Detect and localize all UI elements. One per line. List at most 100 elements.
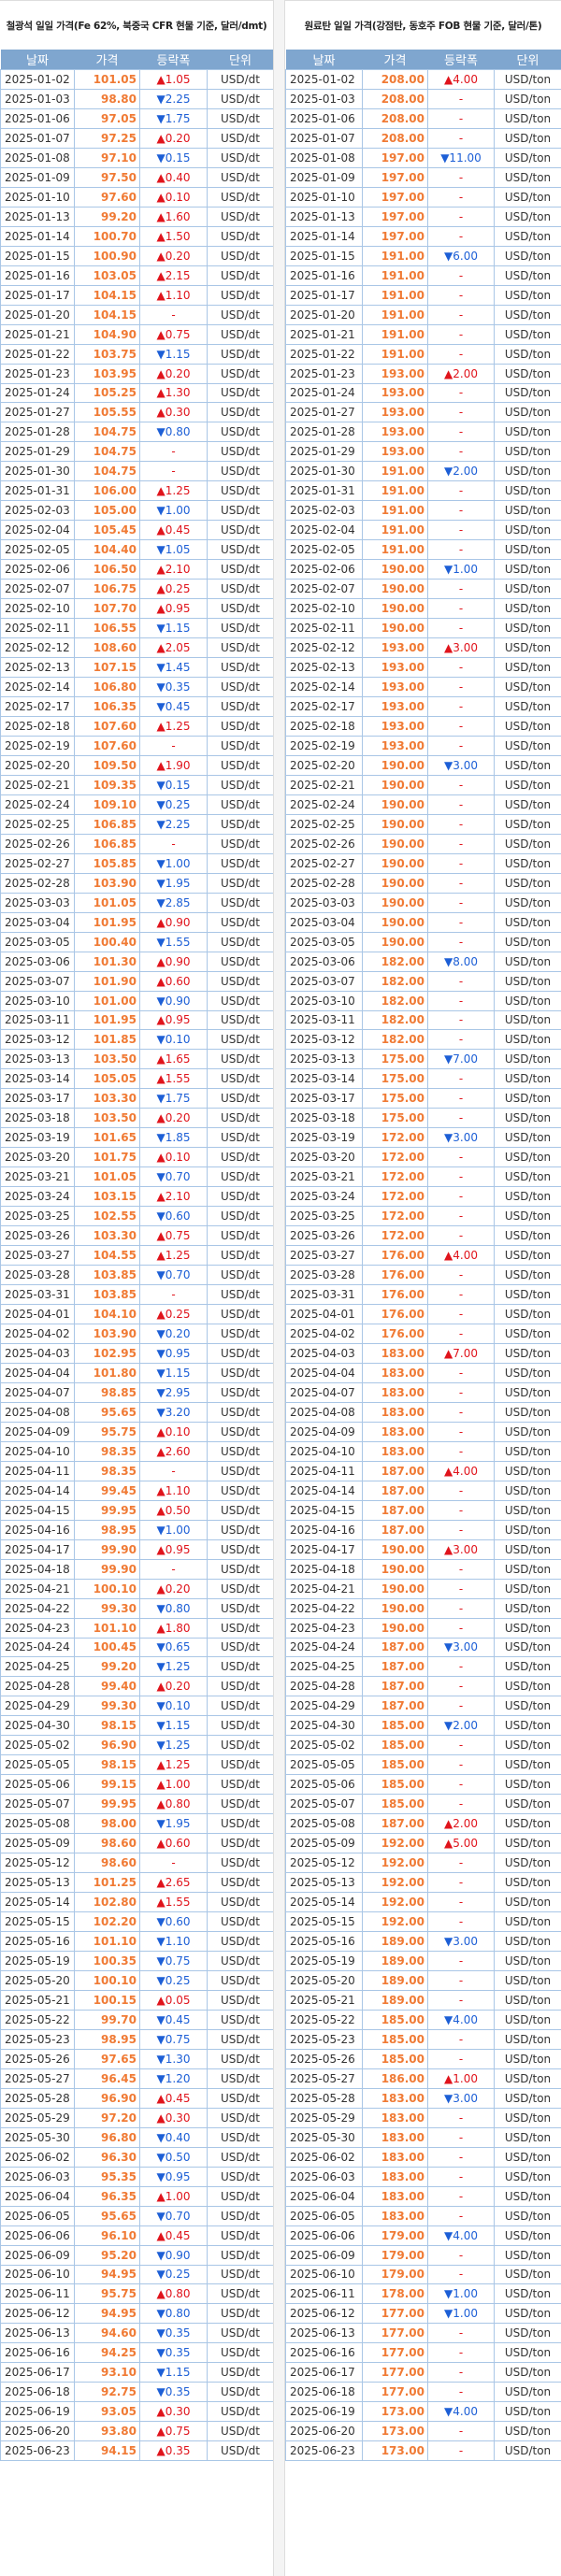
unit-cell: USD/dt: [207, 794, 274, 815]
change-cell: ▲4.00: [427, 1245, 495, 1267]
unit-cell: USD/dt: [207, 1931, 274, 1952]
change-cell: ▼1.15: [139, 1715, 208, 1737]
date-cell: 2025-06-09: [0, 2244, 75, 2266]
price-cell: 104.90: [74, 323, 140, 345]
change-cell: ▲2.05: [139, 637, 208, 659]
date-cell: 2025-03-13: [285, 1049, 363, 1070]
unit-cell: USD/dt: [207, 813, 274, 835]
change-cell: ▼1.20: [139, 2068, 208, 2089]
table-row: 2025-06-06 96.10 ▲0.45 USD/dt: [0, 2225, 274, 2246]
price-cell: 178.00: [362, 2283, 428, 2305]
unit-cell: USD/ton: [494, 1774, 561, 1796]
price-cell: 190.00: [362, 774, 428, 795]
table-row: 2025-05-12 192.00- USD/ton: [285, 1853, 561, 1874]
header-unit: 단위: [207, 50, 274, 70]
header-unit: 단위: [494, 50, 561, 70]
change-cell: -: [427, 1911, 495, 1933]
date-cell: 2025-03-31: [285, 1284, 363, 1306]
date-cell: 2025-02-27: [0, 852, 75, 874]
table-row: 2025-01-30 191.00 ▼2.00 USD/ton: [285, 461, 561, 482]
change-cell: -: [427, 1519, 495, 1540]
date-cell: 2025-03-24: [285, 1186, 363, 1208]
table-row: 2025-03-20 101.75 ▲0.10 USD/dt: [0, 1147, 274, 1168]
date-cell: 2025-02-12: [0, 637, 75, 659]
date-cell: 2025-01-09: [285, 166, 363, 188]
change-cell: -: [427, 284, 495, 306]
unit-cell: USD/dt: [207, 1696, 274, 1717]
unit-cell: USD/ton: [494, 69, 561, 90]
table-row: 2025-04-25 187.00- USD/ton: [285, 1656, 561, 1678]
change-cell: ▲0.90: [139, 951, 208, 972]
change-cell: ▼0.90: [139, 990, 208, 1011]
date-cell: 2025-02-14: [0, 677, 75, 697]
table-row: 2025-05-22 99.70 ▼0.45 USD/dt: [0, 2009, 274, 2030]
table-row: 2025-03-06 182.00 ▼8.00 USD/ton: [285, 951, 561, 972]
table-row: 2025-03-14 105.05 ▲1.55 USD/dt: [0, 1068, 274, 1090]
unit-cell: USD/dt: [207, 206, 274, 227]
date-cell: 2025-01-16: [285, 265, 363, 286]
date-cell: 2025-02-06: [285, 559, 363, 580]
table-row: 2025-05-05 98.15 ▲1.25 USD/dt: [0, 1754, 274, 1776]
change-cell: ▲0.20: [139, 127, 208, 149]
table-row: 2025-03-07 101.90 ▲0.60 USD/dt: [0, 970, 274, 992]
table-row: 2025-01-21 104.90 ▲0.75 USD/dt: [0, 323, 274, 345]
unit-cell: USD/dt: [207, 69, 274, 90]
price-cell: 190.00: [362, 579, 428, 600]
date-cell: 2025-03-14: [0, 1068, 75, 1090]
table-row: 2025-02-19 107.60- USD/dt: [0, 735, 274, 756]
change-cell: -: [427, 735, 495, 756]
change-cell: ▼1.00: [139, 852, 208, 874]
table-row: 2025-04-22 190.00- USD/ton: [285, 1597, 561, 1619]
unit-cell: USD/ton: [494, 480, 561, 502]
unit-cell: USD/ton: [494, 2244, 561, 2266]
table-row: 2025-01-13 197.00- USD/ton: [285, 206, 561, 227]
change-cell: -: [427, 1558, 495, 1580]
price-cell: 92.75: [74, 2382, 140, 2403]
date-cell: 2025-05-27: [285, 2068, 363, 2089]
change-cell: ▼0.65: [139, 1637, 208, 1658]
unit-cell: USD/ton: [494, 1460, 561, 1481]
unit-cell: USD/dt: [207, 754, 274, 776]
price-cell: 93.10: [74, 2362, 140, 2383]
unit-cell: USD/ton: [494, 2185, 561, 2207]
date-cell: 2025-04-14: [0, 1480, 75, 1501]
date-cell: 2025-04-30: [285, 1715, 363, 1737]
price-cell: 105.45: [74, 520, 140, 541]
unit-cell: USD/dt: [207, 2244, 274, 2266]
date-cell: 2025-06-20: [285, 2421, 363, 2442]
date-cell: 2025-04-09: [285, 1421, 363, 1442]
change-cell: -: [427, 1597, 495, 1619]
change-cell: -: [427, 480, 495, 502]
change-cell: ▼1.85: [139, 1127, 208, 1149]
change-cell: ▲2.00: [427, 1813, 495, 1835]
table-row: 2025-06-16 94.25 ▼0.35 USD/dt: [0, 2342, 274, 2364]
date-cell: 2025-03-27: [0, 1245, 75, 1267]
change-cell: ▼1.15: [139, 343, 208, 365]
unit-cell: USD/dt: [207, 2107, 274, 2128]
table-row: 2025-05-13 101.25 ▲2.65 USD/dt: [0, 1872, 274, 1894]
unit-cell: USD/dt: [207, 2009, 274, 2030]
table-row: 2025-06-19 93.05 ▲0.30 USD/dt: [0, 2401, 274, 2423]
change-cell: ▼1.00: [427, 559, 495, 580]
unit-cell: USD/ton: [494, 1245, 561, 1267]
change-cell: -: [427, 382, 495, 404]
date-cell: 2025-06-16: [0, 2342, 75, 2364]
unit-cell: USD/ton: [494, 951, 561, 972]
change-cell: ▲1.55: [139, 1892, 208, 1913]
price-cell: 193.00: [362, 422, 428, 443]
date-cell: 2025-02-12: [285, 637, 363, 659]
unit-cell: USD/ton: [494, 1440, 561, 1462]
table-row: 2025-06-17 93.10 ▼1.15 USD/dt: [0, 2362, 274, 2383]
change-cell: -: [427, 598, 495, 620]
price-cell: 98.95: [74, 2028, 140, 2050]
price-cell: 98.15: [74, 1715, 140, 1737]
change-cell: ▼0.45: [139, 696, 208, 717]
date-cell: 2025-01-22: [0, 343, 75, 365]
table-row: 2025-01-28 193.00- USD/ton: [285, 422, 561, 443]
change-cell: -: [427, 2048, 495, 2069]
table-row: 2025-01-14 100.70 ▲1.50 USD/dt: [0, 225, 274, 247]
change-cell: ▼1.55: [139, 931, 208, 952]
unit-cell: USD/dt: [207, 1186, 274, 1208]
table-row: 2025-06-11 95.75 ▲0.80 USD/dt: [0, 2283, 274, 2305]
date-cell: 2025-06-03: [285, 2166, 363, 2187]
